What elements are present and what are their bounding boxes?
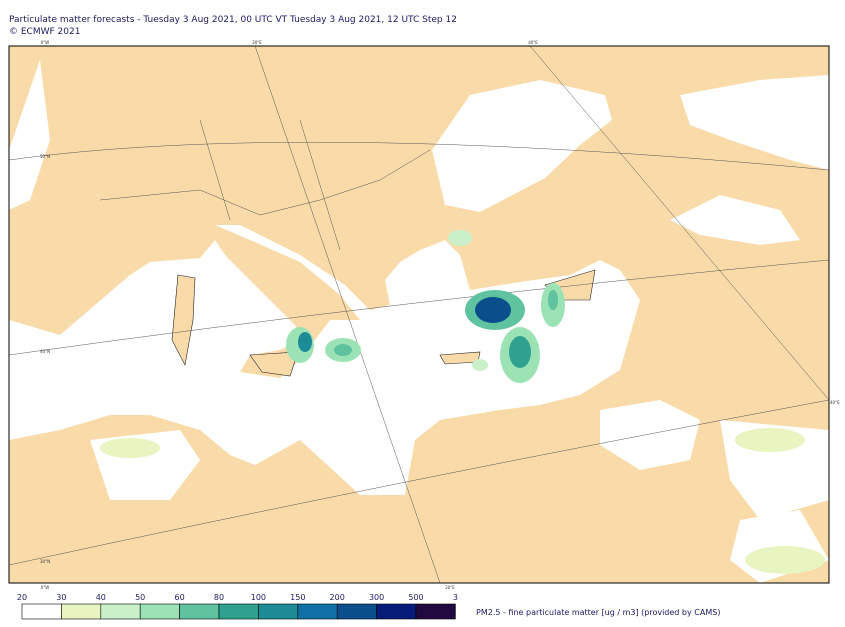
borders	[9, 46, 829, 583]
colorbar-box	[336, 603, 377, 620]
colorbar-tick-label: 30	[56, 593, 66, 602]
graticule-label: 20°E	[252, 40, 262, 45]
plumes	[100, 230, 825, 574]
colorbar-box	[415, 603, 456, 620]
graticule-label: 0°W	[41, 585, 50, 590]
colorbar-tick-label: 50	[135, 593, 145, 602]
colorbar-box	[100, 603, 141, 620]
map-area	[9, 46, 829, 583]
colorbar-tick-label: 200	[330, 593, 345, 602]
graticule-label: 40°E	[528, 40, 538, 45]
colorbar-box	[61, 603, 102, 620]
colorbar-box	[258, 603, 299, 620]
copyright: © ECMWF 2021	[9, 27, 80, 37]
title: Particulate matter forecasts - Tuesday 3…	[9, 15, 457, 25]
graticule-label: 20°E	[445, 585, 455, 590]
colorbar-tick-label: 500	[408, 593, 423, 602]
colorbar-tick-label: 150	[290, 593, 305, 602]
map-frame	[8, 45, 830, 584]
colorbar-tick-label: 3	[453, 593, 458, 602]
colorbar-tick-label: 20	[17, 593, 27, 602]
colorbar-box	[218, 603, 259, 620]
colorbar-tick-label: 60	[175, 593, 185, 602]
colorbar-tick-label: 300	[369, 593, 384, 602]
graticule-label: 40°E	[830, 400, 840, 405]
colorbar: 20 30 40 50 60 80 100 150 200 300 500 3	[17, 593, 458, 620]
colorbar-box	[376, 603, 417, 620]
graticule-label: 0°W	[41, 40, 50, 45]
graticule-label: 50°N	[40, 154, 50, 159]
colorbar-box	[21, 603, 62, 620]
colorbar-box	[139, 603, 180, 620]
colorbar-tick-label: 100	[251, 593, 266, 602]
colorbar-tick-label: 40	[96, 593, 106, 602]
colorbar-tick-label: 80	[214, 593, 224, 602]
colorbar-box	[179, 603, 220, 620]
graticule-label: 40°N	[40, 349, 50, 354]
colorbar-caption: PM2.5 - fine particulate matter [ug / m3…	[476, 608, 720, 617]
colorbar-box	[297, 603, 338, 620]
graticule-label: 30°N	[40, 559, 50, 564]
